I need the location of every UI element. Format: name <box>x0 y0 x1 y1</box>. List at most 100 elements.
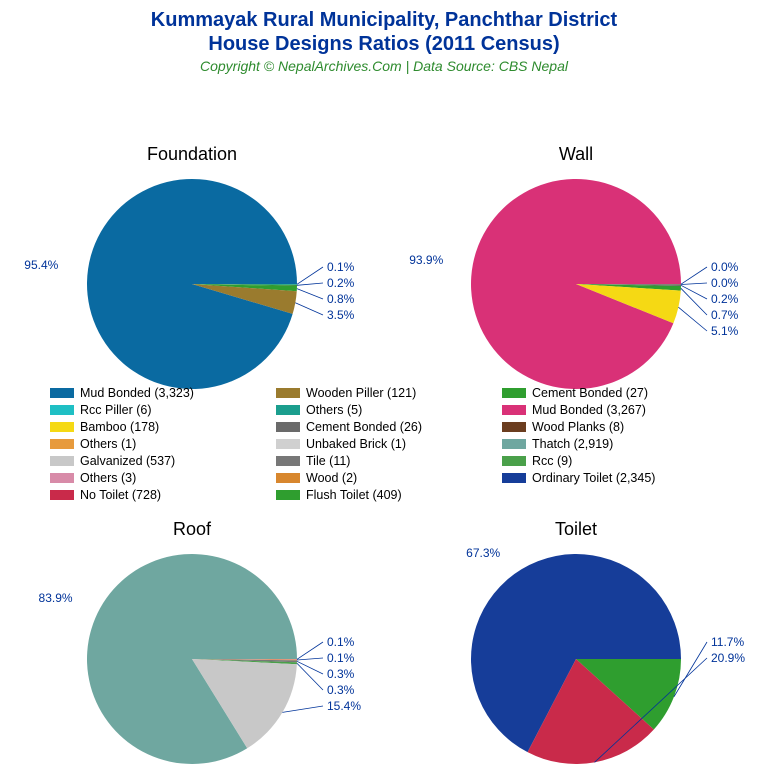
chart-title-roof: Roof <box>0 519 384 540</box>
leader-line <box>297 658 323 660</box>
legend-label: Others (1) <box>80 437 136 451</box>
chart-wall: Wall 93.9% 0.0% 0.0% 0.2% 0.7% 5.1% <box>384 144 768 399</box>
pct-label: 0.2% <box>327 276 354 290</box>
pct-label: 95.4% <box>24 258 58 272</box>
legend-item: Unbaked Brick (1) <box>276 435 492 452</box>
pie-wrap-toilet: 67.3% 11.7% 20.9% <box>384 544 768 774</box>
pie-wrap-roof: 83.9% 0.1% 0.1% 0.3% 0.3% 15.4% <box>0 544 384 774</box>
subtitle: Copyright © NepalArchives.Com | Data Sou… <box>0 58 768 74</box>
legend-item: Wooden Piller (121) <box>276 384 492 401</box>
legend-label: Others (3) <box>80 471 136 485</box>
legend-item: Rcc Piller (6) <box>50 401 266 418</box>
legend-label: Unbaked Brick (1) <box>306 437 406 451</box>
legend-item: Cement Bonded (27) <box>502 384 718 401</box>
pct-label: 11.7% <box>711 635 744 649</box>
legend-item: Tile (11) <box>276 452 492 469</box>
pct-label: 0.2% <box>711 292 738 306</box>
title-line-1: Kummayak Rural Municipality, Panchthar D… <box>0 8 768 32</box>
legend-item: Wood Planks (8) <box>502 418 718 435</box>
legend-item: Mud Bonded (3,323) <box>50 384 266 401</box>
legend-item: Wood (2) <box>276 469 492 486</box>
pie-slice <box>87 179 297 389</box>
charts-grid: Foundation 95.4% 0.1% 0.2% 0.8% 3.5% Wall 93… <box>0 74 768 774</box>
pct-label: 3.5% <box>327 308 354 322</box>
legend-label: Ordinary Toilet (2,345) <box>532 471 655 485</box>
pie-wrap-wall: 93.9% 0.0% 0.0% 0.2% 0.7% 5.1% <box>384 169 768 399</box>
legend-item: Others (1) <box>50 435 266 452</box>
legend-swatch <box>50 490 74 500</box>
pct-label: 0.3% <box>327 683 354 697</box>
leader-line <box>297 642 323 659</box>
legend-label: Others (5) <box>306 403 362 417</box>
pct-label: 0.3% <box>327 667 354 681</box>
legend-item: Mud Bonded (3,267) <box>502 401 718 418</box>
pct-label: 15.4% <box>327 699 361 713</box>
pct-label: 0.1% <box>327 635 354 649</box>
legend-item: Others (5) <box>276 401 492 418</box>
leader-line <box>295 303 323 315</box>
legend-label: Cement Bonded (27) <box>532 386 648 400</box>
legend-swatch <box>50 456 74 466</box>
pct-label: 0.7% <box>711 308 738 322</box>
legend-label: Mud Bonded (3,323) <box>80 386 194 400</box>
chart-toilet: Toilet 67.3%11.7%20.9% <box>384 519 768 774</box>
legend-swatch <box>502 405 526 415</box>
pct-label: 0.8% <box>327 292 354 306</box>
pie-wrap-foundation: 95.4%0.1%0.2%0.8%3.5% <box>0 169 384 399</box>
pct-label: 20.9% <box>711 651 745 665</box>
legend-swatch <box>50 405 74 415</box>
chart-foundation: Foundation 95.4%0.1%0.2%0.8%3.5% <box>0 144 384 399</box>
legend-swatch <box>276 388 300 398</box>
legend-item: No Toilet (728) <box>50 486 266 503</box>
legend-item: Others (3) <box>50 469 266 486</box>
pct-label: 0.0% <box>711 276 738 290</box>
legend-swatch <box>50 439 74 449</box>
legend-item: Flush Toilet (409) <box>276 486 492 503</box>
pct-label: 93.9% <box>409 253 443 267</box>
legend-item: Thatch (2,919) <box>502 435 718 452</box>
legend-swatch <box>502 422 526 432</box>
legend-item: Ordinary Toilet (2,345) <box>502 469 718 486</box>
leader-line <box>297 289 323 299</box>
legend-label: Wood Planks (8) <box>532 420 624 434</box>
legend-item: Bamboo (178) <box>50 418 266 435</box>
chart-title-foundation: Foundation <box>0 144 384 165</box>
legend-item: Cement Bonded (26) <box>276 418 492 435</box>
pct-label: 67.3% <box>466 546 500 560</box>
leader-line <box>282 706 323 712</box>
legend-swatch <box>50 473 74 483</box>
legend-label: No Toilet (728) <box>80 488 161 502</box>
legend-item: Rcc (9) <box>502 452 718 469</box>
legend-swatch <box>276 405 300 415</box>
legend-label: Mud Bonded (3,267) <box>532 403 646 417</box>
legend-label: Thatch (2,919) <box>532 437 613 451</box>
pct-label: 0.0% <box>711 260 738 274</box>
legend-swatch <box>276 456 300 466</box>
legend-swatch <box>502 473 526 483</box>
legend-label: Flush Toilet (409) <box>306 488 402 502</box>
legend-label: Rcc (9) <box>532 454 572 468</box>
leader-line <box>297 283 323 285</box>
pct-label: 83.9% <box>39 591 73 605</box>
legend-item: Galvanized (537) <box>50 452 266 469</box>
chart-title-wall: Wall <box>384 144 768 165</box>
legend-swatch <box>50 422 74 432</box>
legend-swatch <box>276 422 300 432</box>
title-block: Kummayak Rural Municipality, Panchthar D… <box>0 0 768 74</box>
title-line-2: House Designs Ratios (2011 Census) <box>0 32 768 56</box>
chart-roof: Roof 83.9% 0.1% 0.1% 0.3% 0.3% 15.4% <box>0 519 384 774</box>
legend-label: Wooden Piller (121) <box>306 386 416 400</box>
legend-swatch <box>50 388 74 398</box>
legend-label: Tile (11) <box>306 454 350 468</box>
legend-label: Rcc Piller (6) <box>80 403 152 417</box>
legend-swatch <box>276 473 300 483</box>
legend-label: Bamboo (178) <box>80 420 159 434</box>
legend-label: Wood (2) <box>306 471 357 485</box>
pct-label: 5.1% <box>711 324 738 338</box>
legend-swatch <box>276 439 300 449</box>
legend-swatch <box>502 456 526 466</box>
legend-label: Cement Bonded (26) <box>306 420 422 434</box>
pct-label: 0.1% <box>327 651 354 665</box>
legend-label: Galvanized (537) <box>80 454 175 468</box>
leader-line <box>681 283 707 284</box>
